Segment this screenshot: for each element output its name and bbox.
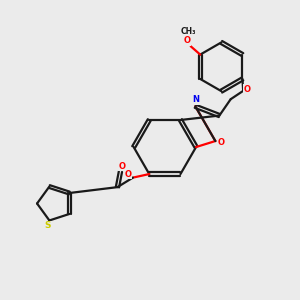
- Text: O: O: [217, 138, 224, 147]
- Text: O: O: [118, 162, 125, 171]
- Text: O: O: [243, 85, 250, 94]
- Text: N: N: [192, 95, 200, 104]
- Text: S: S: [45, 221, 51, 230]
- Text: O: O: [125, 169, 132, 178]
- Text: O: O: [184, 36, 190, 45]
- Text: CH₃: CH₃: [181, 27, 196, 36]
